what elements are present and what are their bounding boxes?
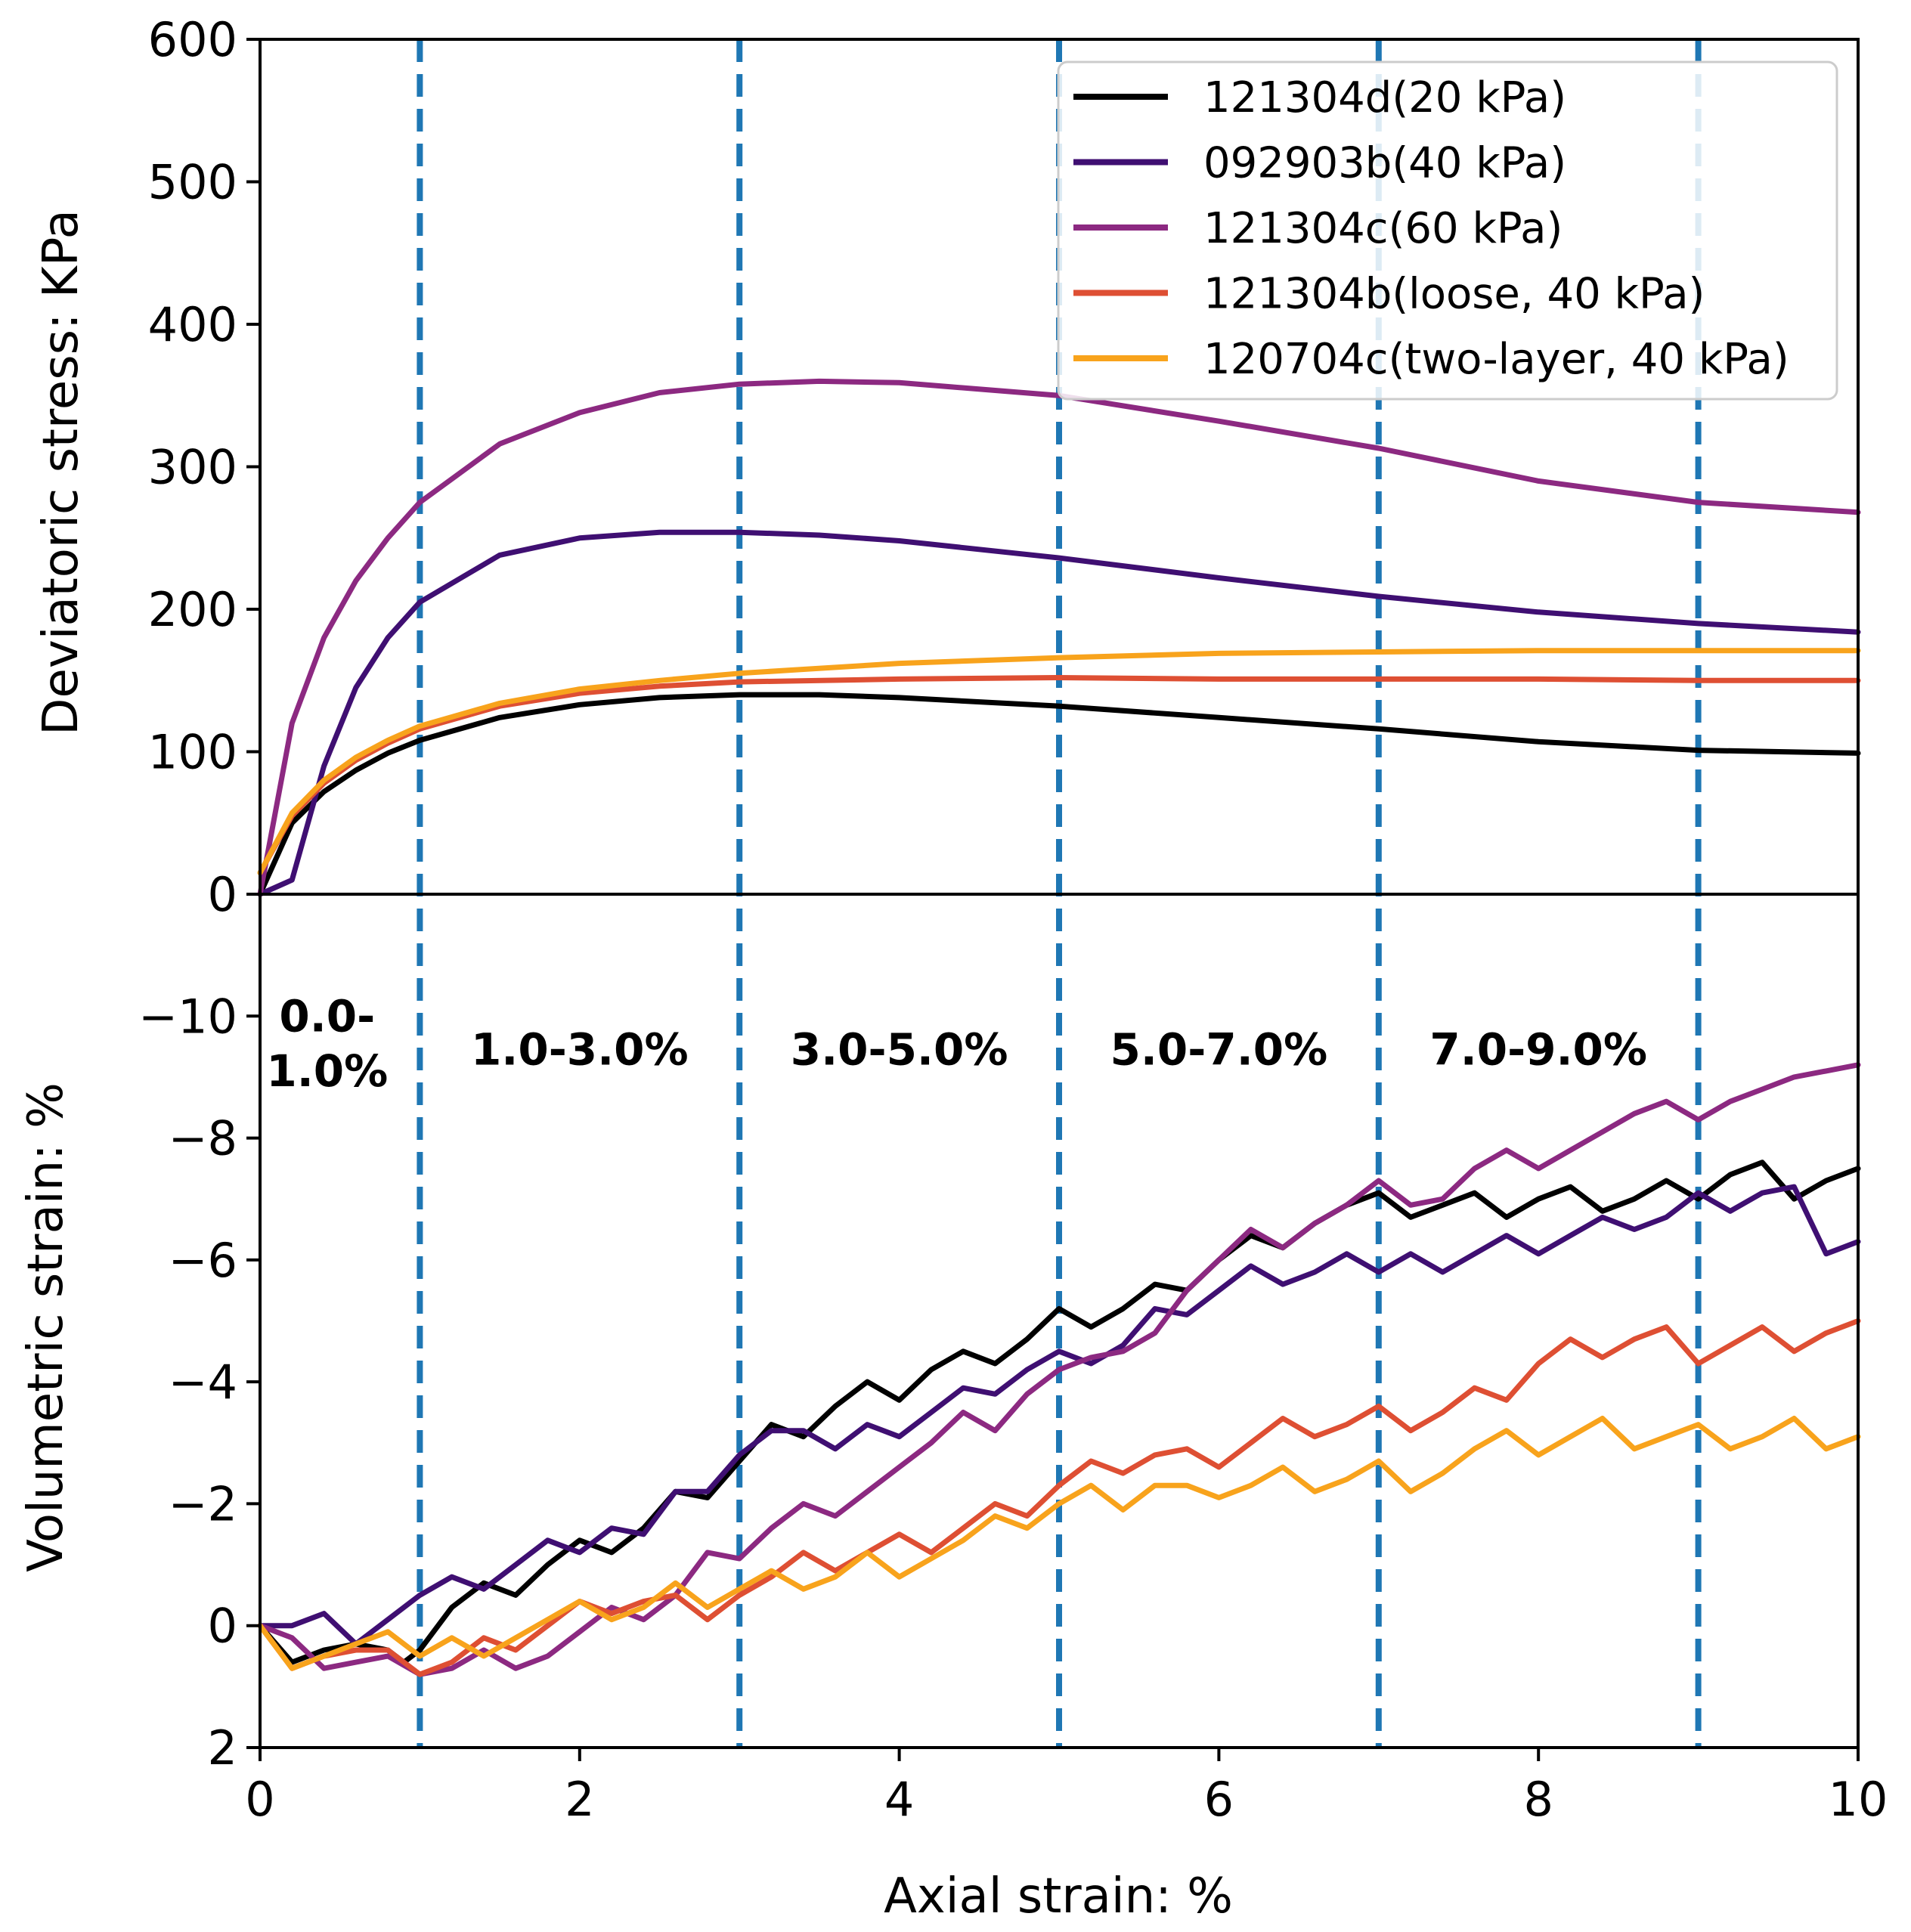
top-series-line-2 [257,378,1861,897]
x-tick-label-3: 6 [1204,1772,1234,1827]
legend: 121304d(20 kPa) 092903b(40 kPa) 121304c(60… [1057,60,1838,401]
top-y-tick-label-1: 100 [148,725,237,780]
bottom-y-tick-label-4: −6 [169,1233,237,1288]
top-y-tick-label-5: 500 [148,155,237,210]
x-tick-label-4: 8 [1523,1772,1553,1827]
legend-frame [1057,60,1838,401]
x-tick-label-0: 0 [245,1772,274,1827]
top-y-tick-label-6: 600 [148,12,237,67]
bottom-y-tick-label-1: 0 [208,1599,237,1654]
bottom-panel-series [257,1062,1861,1677]
bottom-series-line-0 [257,1160,1861,1665]
region-label-1: 1.0% [266,1045,388,1097]
bottom-series-line-4 [257,1416,1861,1671]
bottom-y-tick-label-0: 2 [208,1720,237,1776]
x-tick-label-5: 10 [1829,1772,1888,1827]
region-label-5: 7.0-9.0% [1429,1024,1647,1076]
region-label-4: 5.0-7.0% [1110,1024,1328,1076]
legend-label-3: 121304b(loose, 40 kPa) [1203,270,1705,319]
legend-label-4: 120704c(two-layer, 40 kPa) [1203,335,1789,384]
top-y-tick-label-4: 400 [148,297,237,352]
top-panel-series [257,378,1861,897]
legend-label-2: 121304c(60 kPa) [1203,204,1563,253]
region-label-0: 0.0- [279,990,375,1042]
bottom-y-tick-label-2: −2 [169,1476,237,1531]
region-label-2: 1.0-3.0% [471,1024,689,1076]
x-axis-label: Axial strain: % [884,1869,1233,1924]
legend-label-1: 092903b(40 kPa) [1203,139,1566,188]
top-y-tick-label-2: 200 [148,582,237,637]
bottom-panel-frame [259,893,1860,1749]
bottom-series-line-3 [257,1318,1861,1677]
bottom-series-line-1 [257,1184,1861,1647]
top-series-line-0 [257,692,1861,897]
x-tick-label-2: 4 [884,1772,914,1827]
legend-label-0: 121304d(20 kPa) [1203,73,1566,122]
bottom-y-tick-label-6: −10 [138,989,237,1044]
top-series-line-4 [257,648,1861,876]
bottom-y-axis-label: Volumetric strain: % [18,1082,74,1572]
region-label-3: 3.0-5.0% [791,1024,1008,1076]
bottom-y-tick-label-3: −4 [169,1355,237,1410]
x-tick-label-1: 2 [565,1772,594,1827]
top-y-axis-label: Deviatoric stress: KPa [33,209,89,735]
top-y-tick-label-3: 300 [148,440,237,495]
top-series-line-1 [257,529,1861,897]
bottom-y-tick-label-5: −8 [169,1111,237,1166]
top-y-tick-label-0: 0 [208,867,237,922]
bottom-series-line-2 [257,1062,1861,1677]
